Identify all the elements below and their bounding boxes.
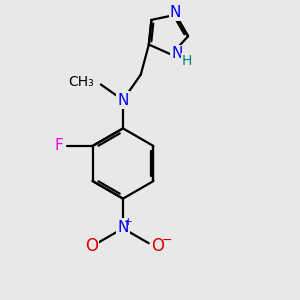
Text: CH₃: CH₃ [68, 75, 94, 89]
Text: F: F [55, 138, 64, 153]
Text: N: N [170, 4, 182, 20]
Text: +: + [124, 218, 132, 227]
Text: −: − [162, 234, 172, 247]
Text: N: N [172, 46, 183, 61]
Text: H: H [182, 54, 192, 68]
Text: O: O [85, 237, 98, 255]
Text: N: N [117, 220, 129, 235]
Text: O: O [151, 237, 164, 255]
Text: N: N [117, 92, 129, 107]
